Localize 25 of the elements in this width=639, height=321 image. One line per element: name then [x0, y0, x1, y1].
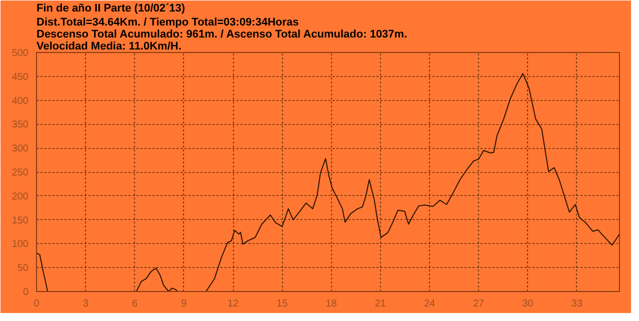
y-tick-label: 300 [12, 144, 29, 155]
y-tick-label: 0 [22, 287, 29, 298]
x-tick-label: 18 [326, 298, 338, 310]
x-tick-label: 21 [374, 298, 386, 310]
y-tick-label: 200 [12, 191, 29, 202]
y-tick-label: 250 [12, 168, 29, 178]
chart-subtitle: Dist.Total=34.64Km. / Tiempo Total=03:09:34Horas Descenso Total Acumulado: 961m. / Ascenso Total Acumulado: 1037m. Velocidad Media: 11.0Km/H. [36, 16, 408, 52]
x-tick-label: 12 [227, 298, 240, 310]
x-tick-label: 6 [132, 298, 138, 310]
y-tick-label: 500 [12, 48, 29, 59]
y-tick-label: 350 [12, 120, 29, 131]
x-tick-label: 30 [522, 298, 534, 310]
y-tick-label: 450 [12, 72, 29, 83]
x-tick-label: 33 [571, 298, 583, 310]
x-tick-label: 27 [473, 298, 485, 310]
x-tick-label: 0 [34, 298, 40, 310]
y-tick-label: 150 [12, 215, 29, 226]
y-tick-label: 50 [17, 263, 29, 274]
x-tick-label: 24 [424, 298, 436, 310]
y-tick-label: 100 [12, 239, 29, 250]
x-tick-label: 9 [181, 298, 188, 310]
x-tick-label: 15 [276, 298, 288, 310]
chart-title: Fin de año II Parte (10/02´13) [36, 2, 186, 14]
x-tick-label: 3 [82, 298, 89, 310]
y-tick-label: 400 [12, 96, 29, 107]
